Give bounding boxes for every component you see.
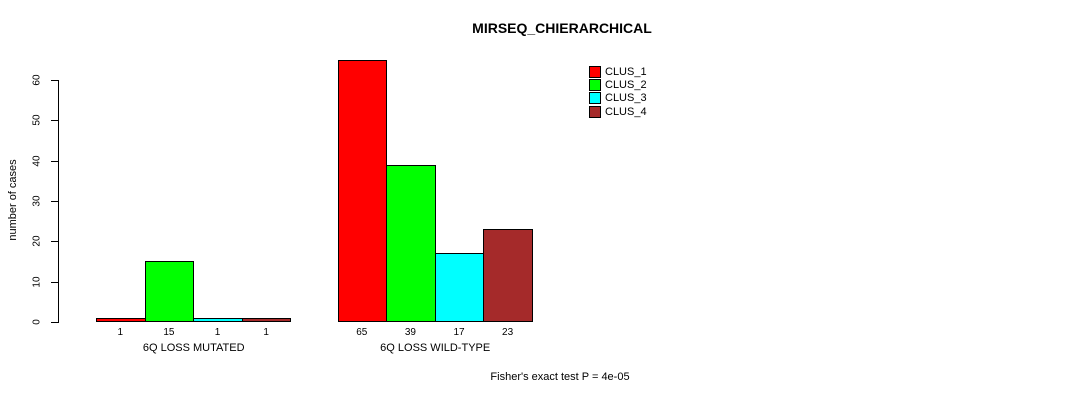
- y-tick-label: 60: [31, 74, 43, 86]
- bar-clus_1-mutated: [96, 318, 146, 322]
- bar-clus_3-wild-type: [434, 253, 485, 322]
- legend-item-clus_2: CLUS_2: [589, 78, 647, 92]
- y-tick-label: 10: [31, 276, 43, 288]
- bar-value-label: 39: [404, 327, 416, 338]
- bar-clus_2-wild-type: [386, 165, 436, 322]
- y-axis-tick: [51, 120, 58, 122]
- y-axis-label: number of cases: [7, 159, 19, 241]
- y-axis-tick: [51, 80, 58, 81]
- y-axis-tick: [51, 322, 58, 323]
- bar-value-label: 1: [263, 327, 269, 338]
- y-axis-tick: [51, 201, 58, 202]
- bar-clus_1-wild-type: [337, 60, 388, 322]
- bar-value-label: 15: [163, 327, 175, 338]
- chart-title: MIRSEQ_CHIERARCHICAL: [472, 20, 652, 36]
- legend-label: CLUS_1: [605, 65, 647, 78]
- bar-clus_2-mutated: [144, 261, 195, 322]
- y-axis-tick: [51, 281, 58, 283]
- y-axis: [58, 80, 59, 323]
- legend-item-clus_1: CLUS_1: [589, 65, 647, 78]
- legend-swatch: [589, 79, 601, 92]
- fisher-test-annotation: Fisher's exact test P = 4e-05: [490, 371, 630, 383]
- bar-value-label: 1: [214, 327, 221, 338]
- y-axis-tick: [51, 160, 58, 162]
- bar-clus_3-mutated: [193, 318, 243, 322]
- legend-label: CLUS_2: [605, 79, 647, 92]
- bar-value-label: 17: [453, 327, 465, 338]
- x-category-label: 6Q LOSS WILD-TYPE: [380, 342, 491, 354]
- bar-value-label: 23: [502, 327, 514, 338]
- bar-value-label: 1: [117, 327, 124, 338]
- y-tick-label: 30: [31, 195, 43, 207]
- bar-value-label: 65: [356, 327, 368, 338]
- y-tick-label: 20: [31, 235, 43, 247]
- legend-label: CLUS_3: [605, 92, 647, 105]
- y-axis-tick: [51, 241, 58, 243]
- bar-clus_4-mutated: [241, 318, 292, 322]
- y-tick-label: 0: [31, 319, 43, 325]
- legend-swatch: [589, 92, 601, 105]
- legend-label: CLUS_4: [605, 105, 647, 118]
- legend-item-clus_4: CLUS_4: [589, 105, 647, 118]
- legend-item-clus_3: CLUS_3: [589, 92, 647, 105]
- bar-clus_4-wild-type: [483, 229, 533, 322]
- y-tick-label: 50: [31, 114, 43, 126]
- x-category-label: 6Q LOSS MUTATED: [142, 342, 245, 354]
- y-tick-label: 40: [31, 155, 43, 167]
- legend-swatch: [589, 105, 601, 118]
- legend: CLUS_1 CLUS_2 CLUS_3 CLUS_4: [589, 65, 647, 119]
- legend-swatch: [589, 65, 601, 78]
